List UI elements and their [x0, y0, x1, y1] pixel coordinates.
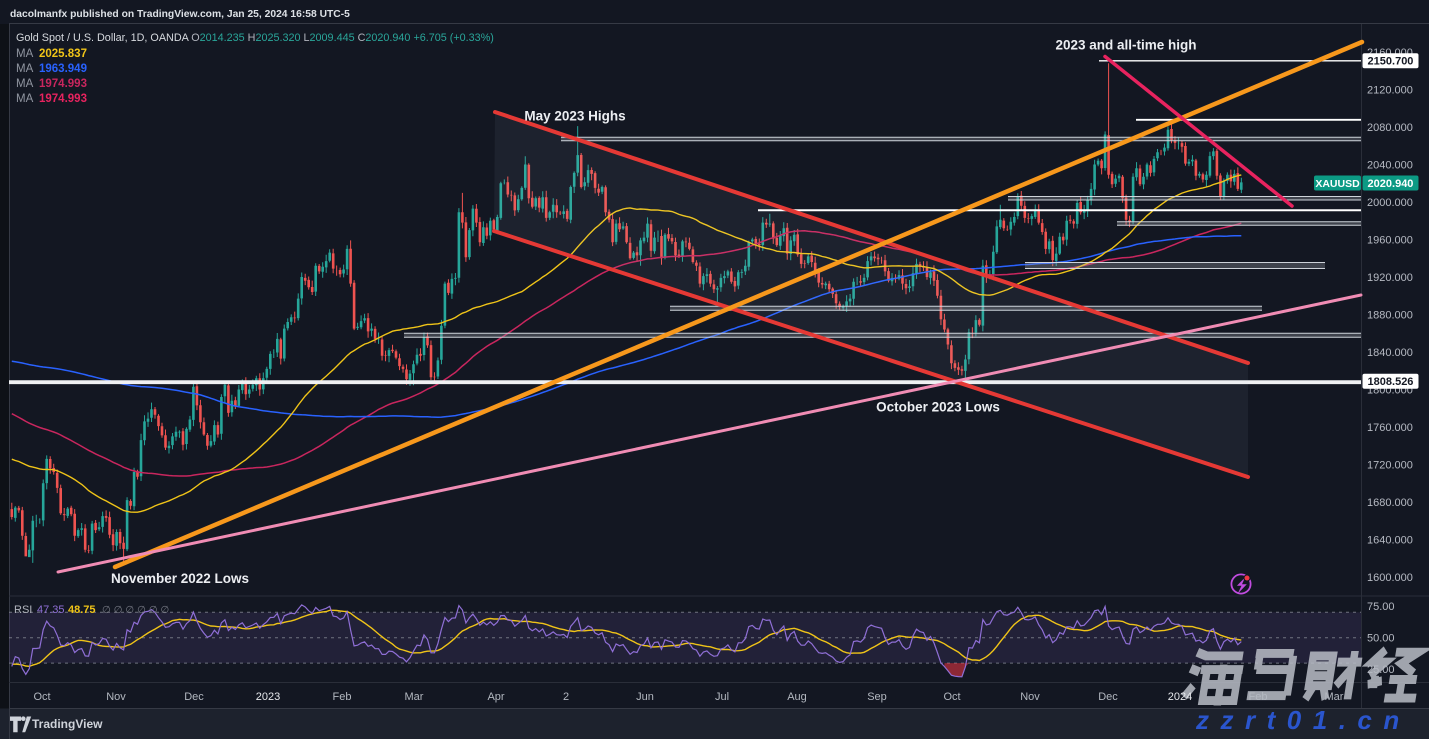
- svg-text:Feb: Feb: [333, 691, 352, 703]
- svg-text:1880.000: 1880.000: [1367, 309, 1413, 321]
- svg-text:MA: MA: [16, 63, 34, 75]
- svg-text:dacolmanfx published on Tradin: dacolmanfx published on TradingView.com,…: [10, 9, 350, 20]
- svg-text:XAUUSD: XAUUSD: [1315, 178, 1360, 190]
- svg-text:May 2023 Highs: May 2023 Highs: [524, 109, 625, 124]
- svg-text:Jul: Jul: [715, 691, 729, 703]
- svg-text:1920.000: 1920.000: [1367, 272, 1413, 284]
- svg-text:MA: MA: [16, 93, 34, 105]
- svg-text:Sep: Sep: [867, 691, 887, 703]
- svg-text:1808.526: 1808.526: [1368, 376, 1414, 388]
- svg-text:2120.000: 2120.000: [1367, 84, 1413, 96]
- svg-text:Nov: Nov: [1020, 691, 1040, 703]
- svg-text:2023 and all-time high: 2023 and all-time high: [1055, 38, 1196, 53]
- svg-text:1760.000: 1760.000: [1367, 422, 1413, 434]
- svg-text:Aug: Aug: [787, 691, 807, 703]
- svg-text:TradingView: TradingView: [32, 717, 103, 731]
- svg-text:1720.000: 1720.000: [1367, 459, 1413, 471]
- svg-text:Apr: Apr: [487, 691, 504, 703]
- svg-text:Oct: Oct: [943, 691, 960, 703]
- svg-text:2020.940: 2020.940: [1368, 178, 1414, 190]
- svg-text:∅∅∅∅∅∅: ∅∅∅∅∅∅: [102, 605, 172, 616]
- svg-text:Dec: Dec: [184, 691, 204, 703]
- svg-text:1680.000: 1680.000: [1367, 497, 1413, 509]
- svg-text:Dec: Dec: [1098, 691, 1118, 703]
- svg-text:2: 2: [563, 691, 569, 703]
- svg-text:November 2022 Lows: November 2022 Lows: [111, 571, 249, 586]
- svg-text:MA: MA: [16, 78, 34, 90]
- svg-text:MA: MA: [16, 48, 34, 60]
- svg-text:2040.000: 2040.000: [1367, 159, 1413, 171]
- svg-text:1974.993: 1974.993: [39, 93, 87, 105]
- svg-text:1840.000: 1840.000: [1367, 347, 1413, 359]
- svg-text:Jun: Jun: [636, 691, 654, 703]
- svg-text:25.00: 25.00: [1367, 664, 1395, 676]
- svg-text:1960.000: 1960.000: [1367, 234, 1413, 246]
- svg-text:2080.000: 2080.000: [1367, 122, 1413, 134]
- svg-text:2024: 2024: [1168, 691, 1192, 703]
- svg-text:October 2023 Lows: October 2023 Lows: [876, 400, 1000, 415]
- svg-text:Nov: Nov: [106, 691, 126, 703]
- svg-text:Feb: Feb: [1249, 691, 1268, 703]
- svg-text:1974.993: 1974.993: [39, 78, 87, 90]
- svg-text:2023: 2023: [256, 691, 280, 703]
- svg-text:75.00: 75.00: [1367, 601, 1395, 613]
- svg-text:1600.000: 1600.000: [1367, 572, 1413, 584]
- svg-text:Oct: Oct: [33, 691, 50, 703]
- svg-text:2000.000: 2000.000: [1367, 197, 1413, 209]
- svg-text:zzrt01.cn: zzrt01.cn: [1195, 705, 1411, 735]
- svg-text:2025.837: 2025.837: [39, 48, 87, 60]
- svg-text:Gold Spot / U.S. Dollar, 1D, O: Gold Spot / U.S. Dollar, 1D, OANDA O2014…: [16, 32, 494, 44]
- svg-text:50.00: 50.00: [1367, 633, 1395, 645]
- svg-text:Mar: Mar: [1325, 691, 1344, 703]
- svg-text:2150.700: 2150.700: [1368, 56, 1414, 68]
- svg-text:1640.000: 1640.000: [1367, 534, 1413, 546]
- svg-text:1963.949: 1963.949: [39, 63, 87, 75]
- svg-text:48.75: 48.75: [68, 604, 96, 616]
- svg-text:47.35: 47.35: [37, 604, 65, 616]
- svg-text:Mar: Mar: [405, 691, 424, 703]
- svg-text:RSI: RSI: [14, 604, 32, 616]
